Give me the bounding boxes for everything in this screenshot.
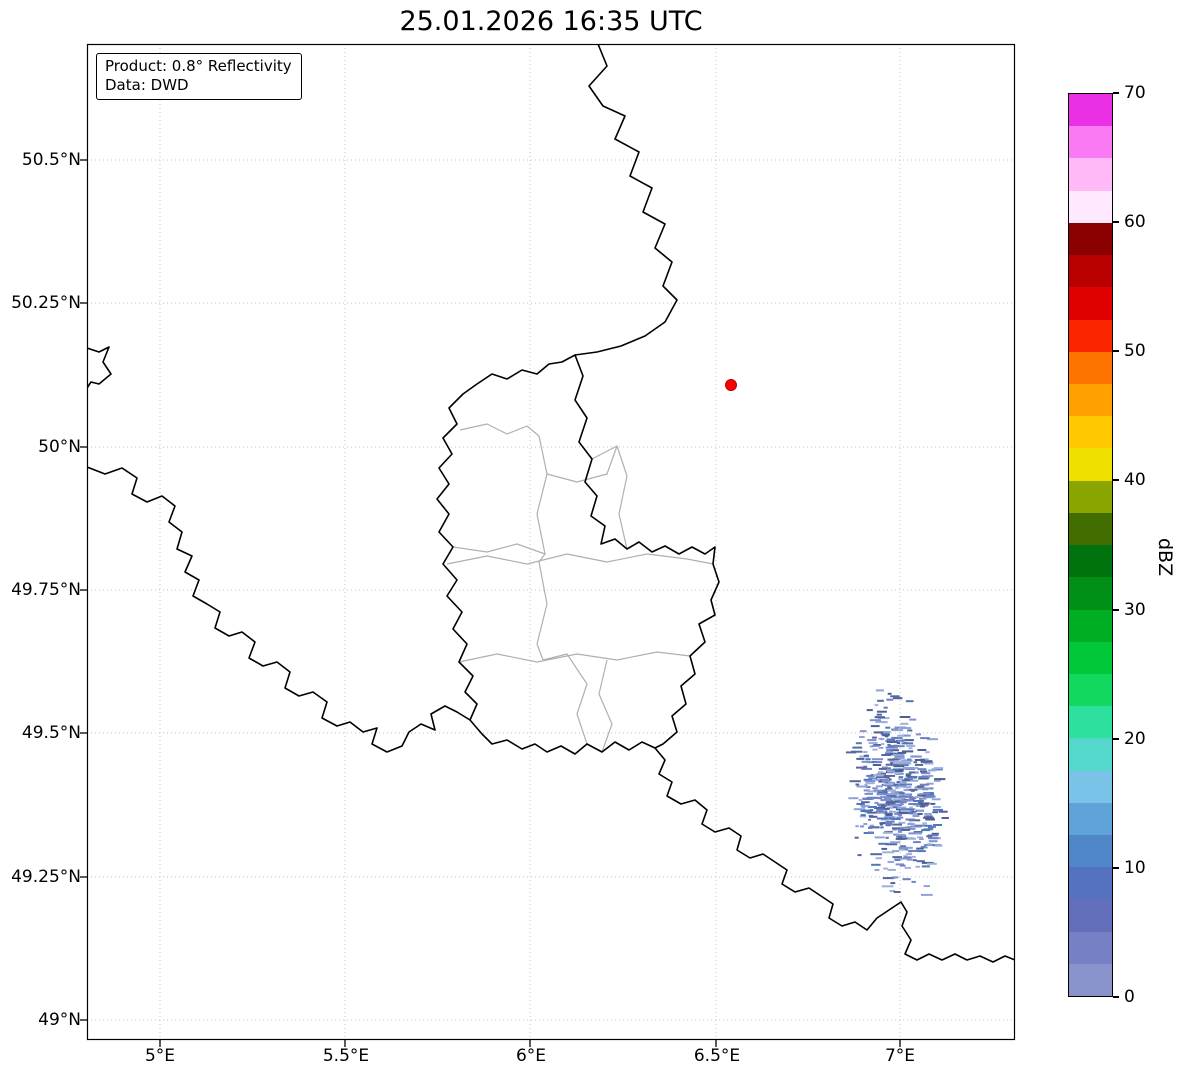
colorbar-segment <box>1069 287 1112 320</box>
plot-frame <box>86 43 1016 1041</box>
radar-echo-cells <box>845 689 949 896</box>
data-source-line: Data: DWD <box>105 76 189 94</box>
lon-tick-label: 7°E <box>884 1046 916 1066</box>
district-border-path <box>446 553 714 565</box>
lat-tick-label: 49.25°N <box>11 867 81 887</box>
colorbar-segment <box>1069 706 1112 739</box>
lat-tick-label: 50.5°N <box>21 150 81 170</box>
colorbar-segment <box>1069 190 1112 223</box>
colorbar-tick-label: 0 <box>1124 987 1135 1007</box>
border-france-west-segment <box>87 346 112 389</box>
colorbar-tick-label: 50 <box>1124 341 1146 361</box>
district-border-path <box>459 423 540 437</box>
border-france-main <box>87 466 471 753</box>
lat-tick-label: 49.5°N <box>21 723 81 743</box>
colorbar-segment <box>1069 222 1112 256</box>
district-borders <box>446 423 714 753</box>
colorbar-segment <box>1069 319 1112 352</box>
colorbar-segment <box>1069 512 1112 546</box>
lon-tick-label: 5°E <box>144 1046 176 1066</box>
colorbar-tick <box>1113 221 1119 223</box>
map-plot <box>80 43 1016 1047</box>
colorbar-segment <box>1069 416 1112 449</box>
lat-tick-label: 49.75°N <box>11 580 81 600</box>
axis-tick-marks <box>80 159 901 1047</box>
figure-title: 25.01.2026 16:35 UTC <box>399 6 703 37</box>
district-border-path <box>458 651 691 663</box>
colorbar-segment <box>1069 931 1112 964</box>
colorbar-tick-label: 40 <box>1124 470 1146 490</box>
colorbar-segment <box>1069 899 1112 932</box>
colorbar-tick <box>1113 92 1119 94</box>
country-borders <box>87 44 1015 963</box>
colorbar-segment <box>1069 835 1112 868</box>
colorbar-tick-label: 10 <box>1124 858 1146 878</box>
border-luxembourg <box>436 354 720 755</box>
colorbar-segment <box>1069 963 1112 997</box>
colorbar-tick-label: 20 <box>1124 729 1146 749</box>
border-belgium-germany <box>574 44 678 356</box>
colorbar-segment <box>1069 94 1112 127</box>
colorbar-tick-label: 30 <box>1124 600 1146 620</box>
colorbar-segment <box>1069 126 1112 159</box>
colorbar-segment <box>1069 867 1112 900</box>
colorbar-segment <box>1069 802 1112 836</box>
colorbar-segment <box>1069 480 1112 513</box>
radar-site-marker <box>725 379 737 391</box>
colorbar-tick <box>1113 867 1119 869</box>
graticule-grid <box>87 44 1015 1040</box>
colorbar-segment <box>1069 255 1112 288</box>
product-info-box: Product: 0.8° Reflectivity Data: DWD <box>96 53 302 100</box>
district-border-path <box>598 659 613 753</box>
colorbar-segment <box>1069 738 1112 771</box>
district-border-path <box>452 543 546 555</box>
district-border-path <box>591 445 628 550</box>
colorbar-unit-label: dBZ <box>1154 538 1176 577</box>
colorbar-tick <box>1113 609 1119 611</box>
colorbar-segment <box>1069 609 1112 642</box>
colorbar-segment <box>1069 770 1112 803</box>
colorbar-tick <box>1113 350 1119 352</box>
colorbar-tick-label: 60 <box>1124 212 1146 232</box>
colorbar-segment <box>1069 545 1112 578</box>
colorbar-segment <box>1069 351 1112 384</box>
colorbar-segment <box>1069 158 1112 191</box>
colorbar-tick <box>1113 479 1119 481</box>
lon-tick-label: 5.5°E <box>322 1046 370 1066</box>
colorbar-segment <box>1069 383 1112 417</box>
border-france-germany-east <box>654 747 1015 963</box>
lon-tick-label: 6.5°E <box>693 1046 741 1066</box>
lat-tick-label: 49°N <box>38 1010 81 1030</box>
district-border-path <box>542 653 588 745</box>
colorbar-segment <box>1069 448 1112 481</box>
colorbar-tick <box>1113 738 1119 740</box>
colorbar-tick <box>1113 996 1119 998</box>
district-border-path <box>536 435 548 661</box>
colorbar-segment <box>1069 673 1112 707</box>
lat-tick-label: 50°N <box>38 437 81 457</box>
colorbar <box>1068 93 1113 997</box>
lon-tick-label: 6°E <box>515 1046 547 1066</box>
district-border-path <box>546 445 618 483</box>
colorbar-segment <box>1069 641 1112 674</box>
product-info-line: Product: 0.8° Reflectivity <box>105 57 292 75</box>
lat-tick-label: 50.25°N <box>11 293 81 313</box>
colorbar-tick-label: 70 <box>1124 83 1146 103</box>
colorbar-segment <box>1069 577 1112 610</box>
